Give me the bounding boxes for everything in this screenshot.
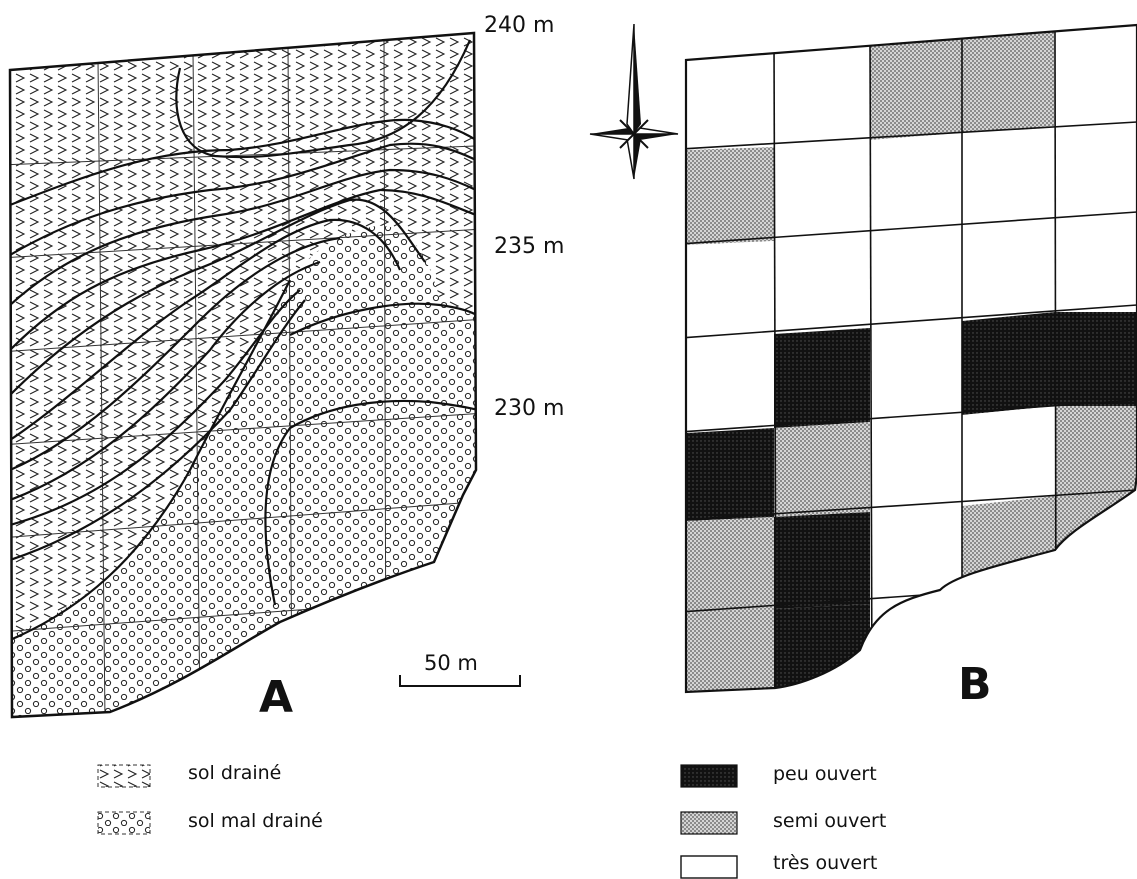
grid-cell-tres — [1055, 30, 1137, 126]
legend-label-sol-mal-draine: sol mal drainé — [188, 810, 323, 832]
grid-cell-tres — [774, 140, 870, 241]
grid-cell-tres — [870, 133, 962, 234]
grid-cell-tres — [962, 126, 1055, 227]
grid-cell-semi — [962, 30, 1055, 133]
map-grid — [10, 39, 476, 717]
grid-cell-semi — [774, 422, 870, 517]
grid-cell-semi — [1055, 406, 1137, 496]
scale-bar: 50 m — [399, 651, 521, 687]
grid-cell-semi — [870, 38, 962, 140]
grid-cell-semi — [686, 147, 774, 245]
panel-a-letter: A — [259, 672, 293, 723]
panel-b-openness-map: B — [589, 23, 1137, 710]
grid-cell-tres — [1055, 126, 1137, 218]
legend-swatch-sol-draine — [97, 764, 151, 788]
grid-cell-semi — [1055, 496, 1137, 588]
grid-cell-semi — [686, 609, 774, 692]
grid-cell-tres — [870, 506, 962, 604]
contour-label-230: 230 m — [494, 396, 564, 421]
grid-cell-tres — [774, 234, 870, 334]
legend-b — [680, 764, 738, 879]
grid-cell-semi — [686, 517, 774, 613]
grid-cell-tres — [962, 406, 1055, 506]
legend-a — [97, 764, 151, 835]
grid-cell-tres — [774, 45, 870, 147]
legend-label-semi-ouvert: semi ouvert — [773, 810, 887, 832]
grid-cell-tres — [1055, 588, 1137, 692]
grid-cell-tres — [870, 415, 962, 512]
panel-b-outline — [684, 23, 1137, 694]
legend-swatch-sol-mal-draine — [97, 811, 151, 835]
grid-cell-tres — [870, 227, 962, 328]
panel-b-letter: B — [958, 659, 992, 710]
grid-cell-tres — [686, 241, 774, 339]
legend-label-tres-ouvert: très ouvert — [773, 852, 878, 874]
grid-cell-tres — [1055, 218, 1137, 312]
grid-cell-peu — [774, 328, 870, 428]
compass-rose-icon — [589, 23, 679, 180]
contour-lines — [10, 39, 476, 642]
contour-label-235: 235 m — [494, 234, 564, 259]
legend-label-peu-ouvert: peu ouvert — [773, 763, 877, 785]
grid-cell-peu — [1055, 312, 1137, 406]
legend-label-sol-draine: sol drainé — [188, 762, 282, 784]
grid-cell-tres — [686, 53, 774, 150]
grid-cell-tres — [962, 218, 1055, 321]
grid-cell-tres — [870, 321, 962, 422]
grid-cell-peu — [962, 312, 1055, 415]
panel-a-soil-map: 240 m 235 m 230 m 50 m A — [8, 13, 564, 723]
scale-bar-label: 50 m — [424, 651, 478, 675]
grid-cell-peu — [774, 512, 870, 609]
grid-cell-tres — [686, 334, 774, 433]
contour-label-240: 240 m — [484, 13, 554, 38]
legend-swatch-tres-ouvert — [680, 855, 738, 879]
legend-swatch-peu-ouvert — [680, 764, 738, 788]
legend-swatch-semi-ouvert — [680, 811, 738, 835]
grid-cell-peu — [686, 428, 774, 521]
grid-cell-semi — [962, 496, 1055, 598]
panel-a-outline — [8, 31, 478, 719]
